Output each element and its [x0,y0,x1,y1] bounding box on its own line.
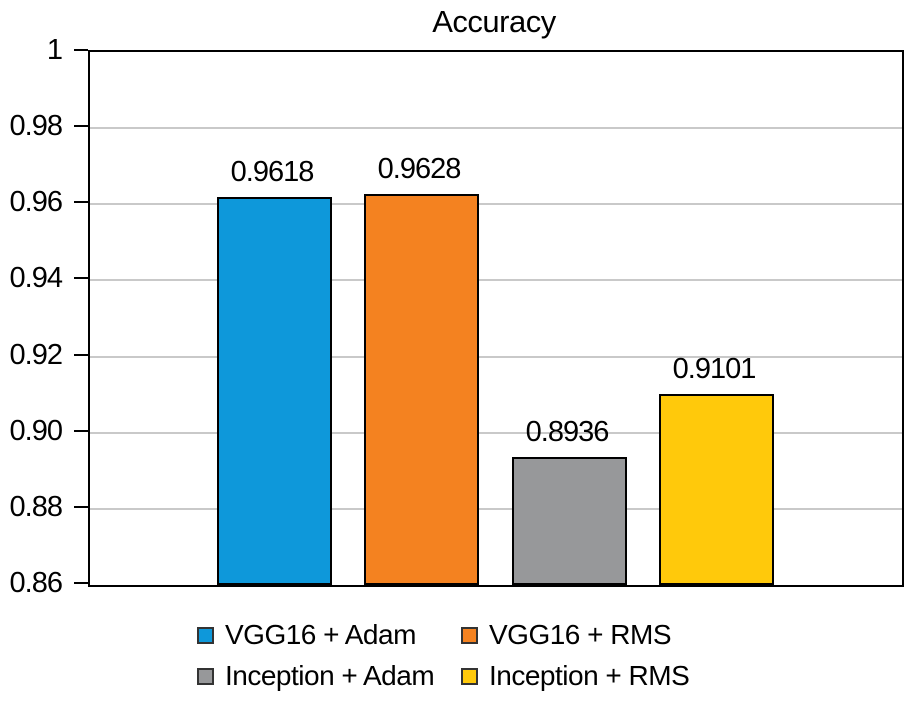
gridline [90,203,902,206]
y-tick-mark [74,353,88,356]
y-tick-label: 0.86 [9,567,63,599]
legend-label: Inception + Adam [225,660,435,691]
gridline [90,355,902,358]
legend-item-inception-rms: Inception + RMS [461,660,690,691]
y-tick-label: 0.90 [9,414,63,447]
legend-item-vgg16-rms: VGG16 + RMS [461,619,672,650]
bar-vgg16-rms [364,194,479,585]
legend-swatch-icon [197,626,214,644]
legend-swatch-icon [461,667,478,685]
y-tick-label: 1 [46,34,63,66]
gridline [90,127,902,130]
plot-area [88,50,904,587]
chart-title: Accuracy [432,4,556,39]
y-tick-label: 0.96 [9,186,63,219]
bar-inception-rms [659,394,774,585]
y-tick-label: 0.92 [9,338,63,371]
bar-vgg16-adam [217,197,332,585]
legend-label: Inception + RMS [489,660,690,691]
legend-label: VGG16 + RMS [489,619,672,650]
y-tick-mark [74,201,88,204]
y-tick-mark [74,582,88,584]
y-tick-label: 0.88 [9,490,63,523]
legend-item-vgg16-adam: VGG16 + Adam [197,620,416,650]
y-tick-mark [74,277,88,280]
legend-swatch-icon [197,667,214,685]
y-tick-mark [74,429,88,432]
bar-inception-adam [512,457,627,585]
y-tick-mark [74,505,88,508]
gridline [90,507,902,510]
bar-value-label: 0.8936 [525,416,610,448]
bar-value-label: 0.9628 [377,153,462,185]
gridline [90,431,902,434]
bar-value-label: 0.9618 [230,156,315,188]
y-tick-mark [74,49,88,51]
y-tick-mark [74,125,88,128]
y-tick-label: 0.98 [9,110,63,143]
gridline [90,279,902,282]
legend-label: VGG16 + Adam [225,619,416,650]
bar-value-label: 0.9101 [672,353,757,385]
legend-item-inception-adam: Inception + Adam [197,660,435,691]
y-tick-label: 0.94 [9,262,63,295]
legend-swatch-icon [461,626,478,644]
